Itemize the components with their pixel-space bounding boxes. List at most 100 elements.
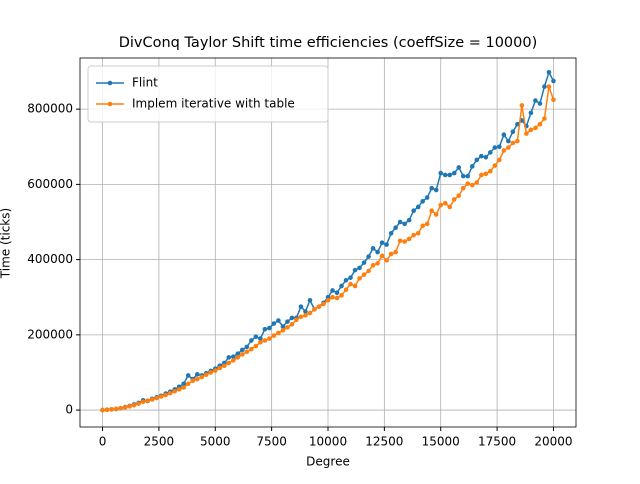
data-point	[465, 181, 471, 186]
data-point	[474, 157, 480, 163]
data-point	[515, 121, 520, 127]
data-point	[528, 110, 534, 116]
data-point	[388, 230, 394, 236]
data-point	[289, 322, 295, 327]
data-point	[262, 338, 268, 343]
data-point	[537, 121, 543, 127]
data-point	[194, 372, 200, 377]
data-point	[397, 219, 403, 225]
data-point	[122, 405, 128, 410]
data-point	[483, 155, 489, 160]
data-point	[411, 208, 416, 214]
data-point	[298, 314, 304, 320]
data-point	[479, 172, 484, 178]
legend-label: Flint	[132, 76, 158, 90]
data-point	[267, 325, 272, 331]
data-point	[339, 293, 344, 298]
data-point	[343, 287, 349, 293]
y-tick-label: 400000	[27, 252, 73, 266]
data-point	[366, 268, 371, 274]
data-point	[316, 304, 322, 309]
data-point	[370, 262, 376, 268]
data-point	[307, 297, 313, 303]
data-point	[267, 336, 272, 341]
data-point	[406, 236, 412, 242]
data-point	[244, 344, 250, 350]
data-point	[145, 398, 150, 403]
data-point	[519, 103, 525, 108]
data-point	[402, 221, 407, 227]
x-tick-label: 5000	[200, 435, 231, 449]
data-point	[420, 223, 425, 229]
data-point	[348, 275, 353, 280]
data-point	[104, 407, 110, 412]
data-point	[528, 127, 534, 133]
data-point	[262, 326, 268, 332]
data-point	[533, 98, 538, 103]
data-point	[154, 395, 159, 401]
data-point	[231, 358, 236, 363]
data-point	[366, 254, 371, 259]
data-point	[460, 173, 466, 179]
data-point	[451, 197, 457, 202]
data-point	[339, 283, 344, 289]
legend-marker	[107, 101, 113, 107]
data-point	[181, 381, 187, 387]
data-point	[442, 200, 448, 206]
data-point	[199, 374, 205, 380]
data-point	[221, 363, 227, 368]
data-point	[379, 240, 385, 245]
data-point	[181, 385, 187, 390]
data-point	[492, 145, 498, 150]
data-point	[140, 399, 146, 405]
data-point	[388, 251, 394, 257]
x-tick-label: 15000	[422, 435, 460, 449]
data-point	[348, 281, 353, 287]
data-point	[375, 249, 380, 255]
data-point	[424, 221, 430, 227]
data-point	[357, 265, 362, 271]
data-point	[334, 295, 340, 301]
data-point	[172, 388, 177, 394]
chart-title: DivConq Taylor Shift time efficiencies (…	[119, 35, 538, 51]
data-point	[420, 199, 425, 204]
data-point	[456, 193, 462, 198]
data-point	[537, 101, 543, 106]
data-point	[235, 351, 241, 356]
data-point	[424, 195, 430, 200]
data-point	[285, 325, 290, 330]
data-point	[370, 246, 376, 251]
x-tick-label: 7500	[256, 435, 287, 449]
data-point	[289, 315, 295, 321]
data-point	[542, 84, 547, 89]
data-point	[506, 138, 511, 144]
data-point	[474, 180, 480, 185]
data-point	[185, 381, 191, 387]
data-point	[325, 297, 331, 303]
data-point	[258, 340, 263, 345]
legend-marker	[107, 80, 113, 86]
data-point	[451, 170, 457, 176]
data-point	[167, 390, 173, 396]
data-point	[231, 354, 236, 359]
data-point	[330, 294, 335, 300]
data-point	[303, 309, 308, 314]
data-point	[393, 249, 398, 255]
data-point	[397, 238, 403, 244]
data-point	[546, 84, 552, 89]
data-point	[217, 365, 223, 371]
data-point	[253, 334, 259, 340]
data-point	[307, 310, 313, 316]
data-point	[253, 343, 259, 349]
data-point	[113, 406, 119, 412]
data-point	[276, 330, 281, 336]
data-point	[312, 306, 317, 312]
data-point	[190, 378, 196, 384]
data-point	[357, 276, 362, 281]
data-point	[510, 140, 516, 146]
data-point	[393, 225, 398, 230]
data-point	[429, 185, 435, 191]
data-point	[361, 260, 367, 265]
data-point	[415, 230, 421, 236]
